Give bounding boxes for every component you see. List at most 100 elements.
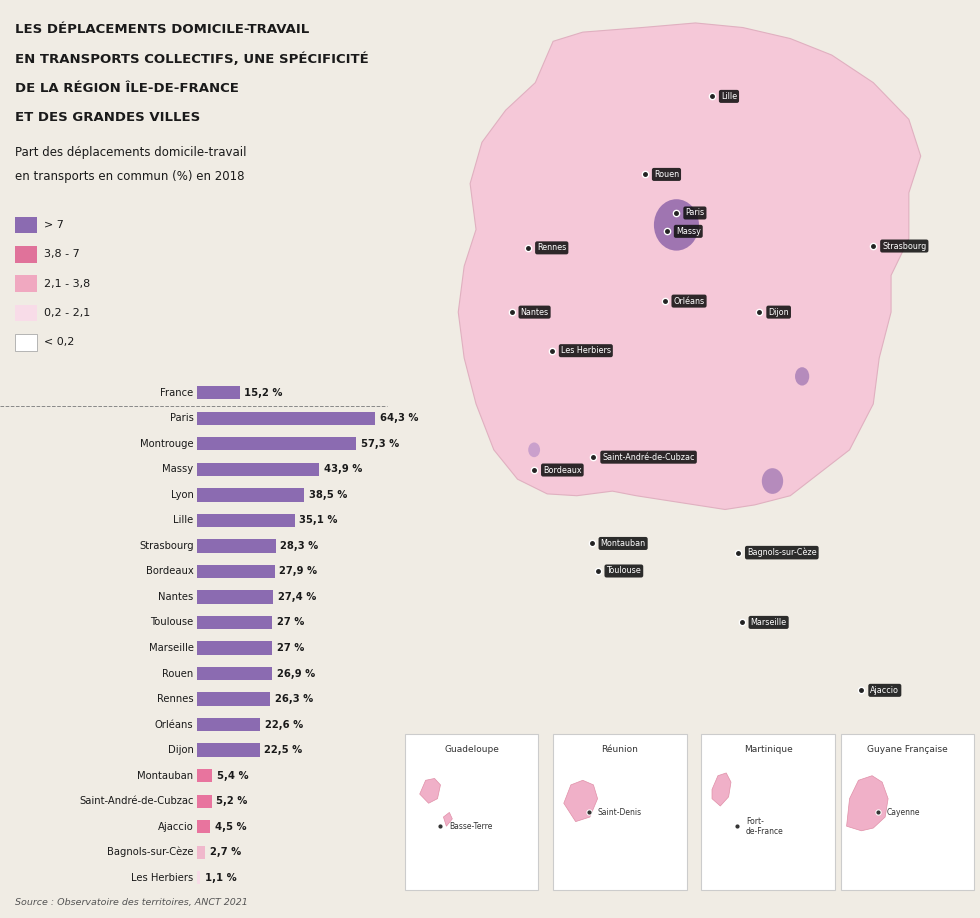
- Text: Lille: Lille: [721, 92, 737, 101]
- Polygon shape: [459, 23, 921, 509]
- FancyBboxPatch shape: [197, 845, 205, 859]
- Text: Orléans: Orléans: [155, 720, 194, 730]
- Text: Paris: Paris: [685, 208, 705, 218]
- Text: Dijon: Dijon: [168, 745, 194, 756]
- Text: 3,8 - 7: 3,8 - 7: [44, 250, 79, 259]
- Polygon shape: [419, 778, 440, 803]
- Text: Dijon: Dijon: [768, 308, 789, 317]
- Text: 27 %: 27 %: [276, 618, 304, 628]
- FancyBboxPatch shape: [405, 734, 538, 890]
- Text: Rouen: Rouen: [654, 170, 679, 179]
- FancyBboxPatch shape: [197, 744, 260, 756]
- Text: Lille: Lille: [173, 515, 194, 525]
- Ellipse shape: [654, 199, 699, 251]
- Text: Rouen: Rouen: [163, 668, 194, 678]
- Text: Rennes: Rennes: [537, 243, 566, 252]
- Text: 15,2 %: 15,2 %: [244, 387, 282, 397]
- FancyBboxPatch shape: [16, 305, 37, 321]
- Text: Basse-Terre: Basse-Terre: [450, 822, 493, 831]
- Text: Saint-André-de-Cubzac: Saint-André-de-Cubzac: [603, 453, 695, 462]
- Text: ET DES GRANDES VILLES: ET DES GRANDES VILLES: [16, 111, 201, 124]
- FancyBboxPatch shape: [197, 590, 273, 604]
- Text: Lyon: Lyon: [171, 490, 194, 500]
- FancyBboxPatch shape: [841, 734, 974, 890]
- Text: LES DÉPLACEMENTS DOMICILE-TRAVAIL: LES DÉPLACEMENTS DOMICILE-TRAVAIL: [16, 23, 310, 36]
- FancyBboxPatch shape: [197, 718, 260, 732]
- FancyBboxPatch shape: [197, 488, 304, 501]
- Text: Bordeaux: Bordeaux: [146, 566, 194, 577]
- Text: Fort-
de-France: Fort- de-France: [746, 816, 784, 836]
- Ellipse shape: [528, 442, 540, 457]
- FancyBboxPatch shape: [197, 463, 319, 476]
- Text: Orléans: Orléans: [673, 297, 705, 306]
- Text: 0,2 - 2,1: 0,2 - 2,1: [44, 308, 90, 318]
- FancyBboxPatch shape: [16, 334, 37, 351]
- FancyBboxPatch shape: [197, 692, 270, 706]
- Text: Cayenne: Cayenne: [887, 808, 920, 817]
- Text: 38,5 %: 38,5 %: [309, 490, 347, 500]
- Text: Rennes: Rennes: [157, 694, 194, 704]
- Text: 4,5 %: 4,5 %: [215, 822, 246, 832]
- Text: 27,9 %: 27,9 %: [279, 566, 318, 577]
- Text: en transports en commun (%) en 2018: en transports en commun (%) en 2018: [16, 170, 245, 183]
- Text: Montrouge: Montrouge: [140, 439, 194, 449]
- FancyBboxPatch shape: [16, 246, 37, 263]
- FancyBboxPatch shape: [197, 616, 272, 629]
- Text: Strasbourg: Strasbourg: [139, 541, 194, 551]
- Text: 5,4 %: 5,4 %: [217, 770, 249, 780]
- Text: Montauban: Montauban: [137, 770, 194, 780]
- FancyBboxPatch shape: [553, 734, 687, 890]
- Text: 2,7 %: 2,7 %: [210, 847, 241, 857]
- Text: 43,9 %: 43,9 %: [323, 465, 362, 475]
- FancyBboxPatch shape: [197, 539, 275, 553]
- Text: Toulouse: Toulouse: [150, 618, 194, 628]
- Text: Bagnols-sur-Cèze: Bagnols-sur-Cèze: [107, 847, 194, 857]
- Text: 26,9 %: 26,9 %: [276, 668, 315, 678]
- Text: Saint-Denis: Saint-Denis: [598, 808, 642, 817]
- Text: Ajaccio: Ajaccio: [870, 686, 900, 695]
- Text: Guyane Française: Guyane Française: [867, 745, 948, 755]
- Text: Massy: Massy: [676, 227, 701, 236]
- Text: > 7: > 7: [44, 220, 64, 230]
- Text: Martinique: Martinique: [744, 745, 793, 755]
- FancyBboxPatch shape: [197, 871, 201, 884]
- Text: 22,5 %: 22,5 %: [265, 745, 303, 756]
- Text: 22,6 %: 22,6 %: [265, 720, 303, 730]
- Text: Les Herbiers: Les Herbiers: [131, 873, 194, 883]
- Text: EN TRANSPORTS COLLECTIFS, UNE SPÉCIFICITÉ: EN TRANSPORTS COLLECTIFS, UNE SPÉCIFICIT…: [16, 52, 369, 66]
- Text: Marseille: Marseille: [751, 618, 787, 627]
- Text: Nantes: Nantes: [520, 308, 549, 317]
- FancyBboxPatch shape: [197, 437, 356, 451]
- Text: 26,3 %: 26,3 %: [275, 694, 314, 704]
- Text: Guadeloupe: Guadeloupe: [444, 745, 499, 755]
- Text: Réunion: Réunion: [602, 745, 638, 755]
- Text: 5,2 %: 5,2 %: [217, 796, 248, 806]
- FancyBboxPatch shape: [197, 514, 295, 527]
- Text: Nantes: Nantes: [159, 592, 194, 602]
- Polygon shape: [847, 776, 888, 831]
- Text: Part des déplacements domicile-travail: Part des déplacements domicile-travail: [16, 146, 247, 159]
- FancyBboxPatch shape: [197, 411, 375, 425]
- FancyBboxPatch shape: [197, 386, 239, 399]
- Polygon shape: [712, 773, 731, 806]
- Text: Marseille: Marseille: [149, 643, 194, 653]
- Text: DE LA RÉGION ÎLE-DE-FRANCE: DE LA RÉGION ÎLE-DE-FRANCE: [16, 82, 239, 95]
- Polygon shape: [564, 780, 598, 822]
- FancyBboxPatch shape: [197, 794, 212, 808]
- Text: France: France: [161, 387, 194, 397]
- Text: Massy: Massy: [163, 465, 194, 475]
- Text: Saint-André-de-Cubzac: Saint-André-de-Cubzac: [79, 796, 194, 806]
- FancyBboxPatch shape: [197, 565, 274, 578]
- Text: Ajaccio: Ajaccio: [158, 822, 194, 832]
- FancyBboxPatch shape: [197, 666, 271, 680]
- FancyBboxPatch shape: [197, 769, 213, 782]
- FancyBboxPatch shape: [197, 642, 272, 655]
- Text: 27 %: 27 %: [276, 643, 304, 653]
- Text: Toulouse: Toulouse: [607, 566, 641, 576]
- Polygon shape: [443, 812, 453, 826]
- Text: Montauban: Montauban: [601, 539, 646, 548]
- Text: 27,4 %: 27,4 %: [278, 592, 317, 602]
- Ellipse shape: [761, 468, 783, 494]
- Text: 1,1 %: 1,1 %: [205, 873, 237, 883]
- FancyBboxPatch shape: [702, 734, 835, 890]
